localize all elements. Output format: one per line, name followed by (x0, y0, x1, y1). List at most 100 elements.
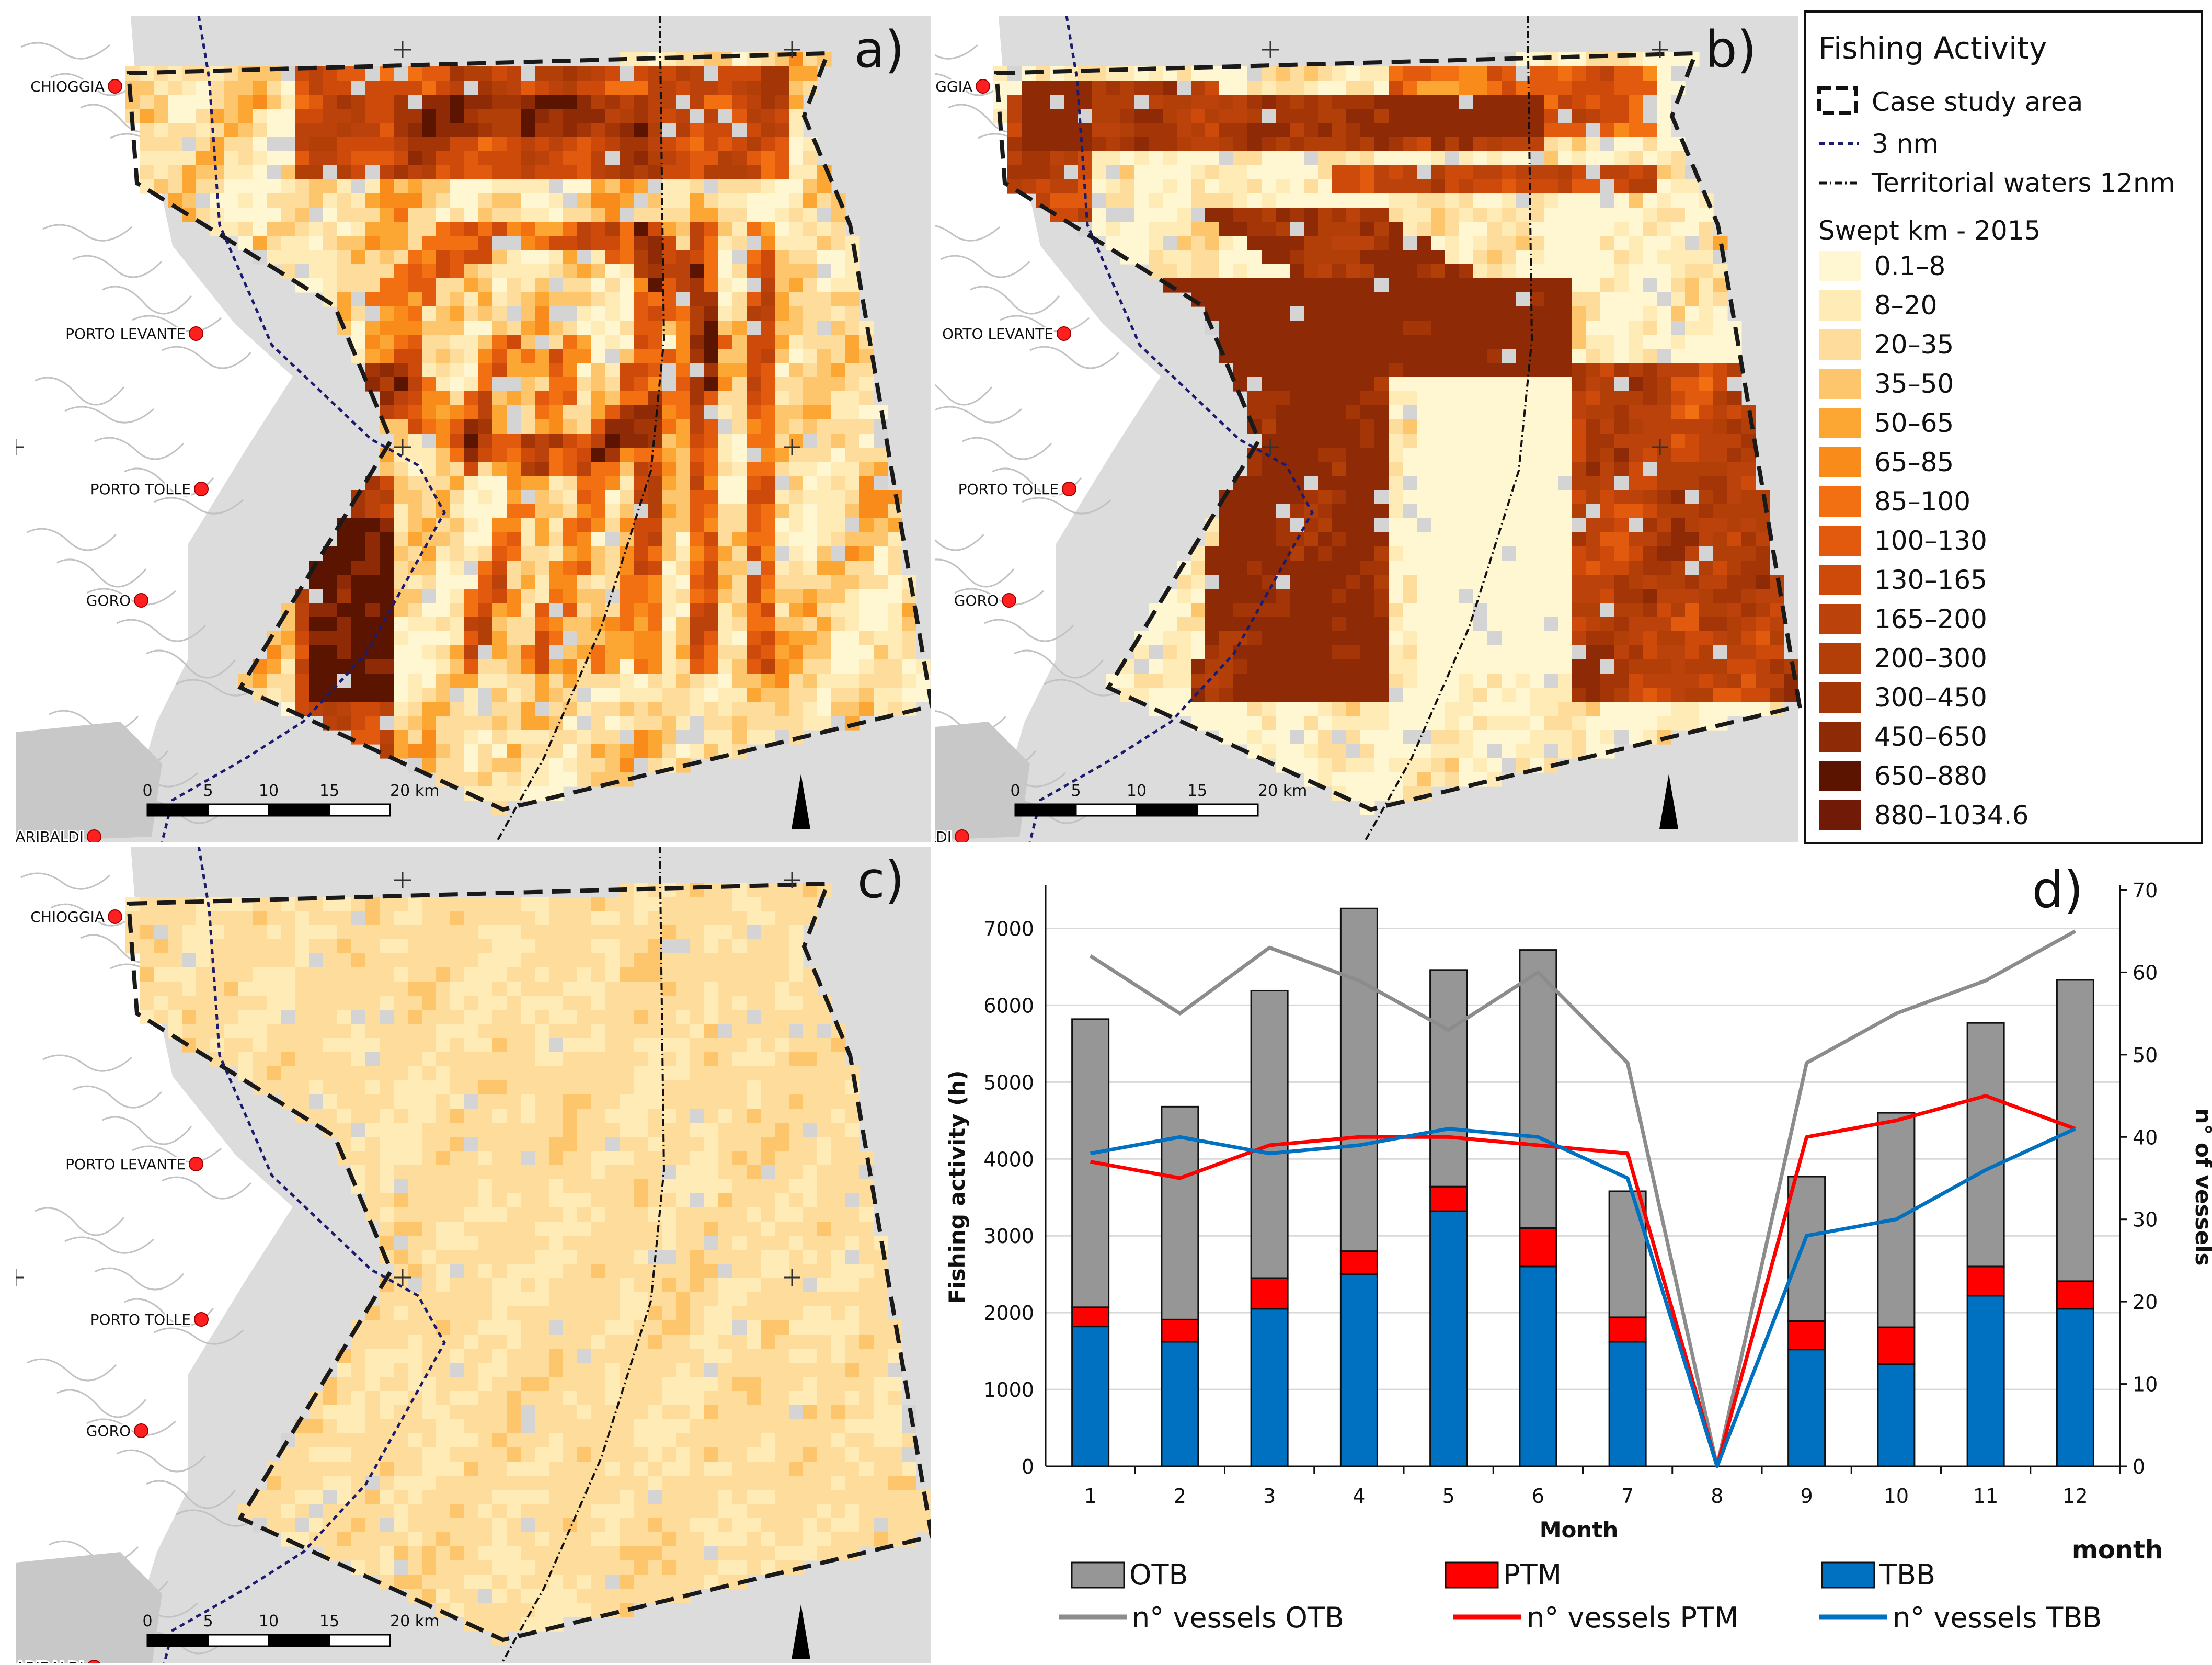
grid-cell (140, 151, 154, 166)
grid-cell (535, 476, 549, 491)
grid-cell (704, 52, 719, 67)
grid-cell (1219, 321, 1234, 335)
grid-cell (521, 95, 535, 109)
grid-cell (1332, 589, 1347, 603)
grid-cell (704, 561, 719, 575)
grid-cell (1247, 278, 1262, 293)
grid-cell (464, 448, 479, 462)
grid-cell (450, 674, 465, 688)
grid-cell (1389, 193, 1403, 208)
grid-cell (436, 716, 451, 731)
grid-cell (140, 123, 154, 138)
grid-cell (1558, 109, 1573, 123)
grid-cell (620, 363, 634, 378)
grid-cell (507, 617, 521, 632)
grid-cell (1558, 391, 1573, 406)
grid-cell (1473, 208, 1488, 222)
grid-cell (1487, 81, 1502, 95)
grid-cell (634, 1010, 648, 1024)
grid-cell (1346, 306, 1361, 321)
grid-cell (789, 1024, 804, 1039)
grid-cell (1403, 81, 1417, 95)
grid-cell (1756, 575, 1770, 589)
grid-cell (1262, 335, 1276, 349)
grid-cell (577, 109, 592, 123)
grid-cell (620, 377, 634, 392)
grid-cell (1713, 405, 1728, 420)
grid-cell (464, 81, 479, 95)
grid-cell (1219, 716, 1234, 731)
grid-cell (817, 208, 832, 222)
grid-cell (1332, 561, 1347, 575)
grid-cell (577, 702, 592, 716)
town-dot (955, 830, 969, 843)
grid-cell (535, 674, 549, 688)
grid-cell (662, 222, 677, 236)
grid-cell (690, 391, 705, 406)
grid-cell (365, 151, 380, 166)
grid-cell (478, 405, 493, 420)
grid-cell (577, 716, 592, 731)
grid-cell (1290, 349, 1304, 363)
grid-cell (1713, 546, 1728, 561)
grid-cell (1276, 377, 1290, 392)
grid-cell (478, 702, 493, 716)
grid-cell (1600, 321, 1615, 335)
grid-cell (605, 1066, 620, 1081)
grid-cell (337, 208, 352, 222)
grid-cell (1741, 674, 1756, 688)
grid-cell (1516, 532, 1530, 547)
grid-cell (1078, 208, 1093, 222)
grid-cell (1205, 109, 1220, 123)
grid-cell (1459, 193, 1474, 208)
grid-cell (1276, 476, 1290, 491)
grid-cell (1120, 137, 1135, 152)
grid-cell (704, 278, 719, 293)
grid-cell (238, 208, 253, 222)
grid-cell (1671, 448, 1686, 462)
grid-cell (803, 897, 818, 911)
grid-cell (521, 306, 535, 321)
grid-cell (747, 897, 761, 911)
grid-cell (1756, 631, 1770, 646)
grid-cell (648, 405, 662, 420)
grid-cell (281, 165, 295, 180)
grid-cell (1487, 165, 1502, 180)
grid-cell (436, 645, 451, 660)
grid-cell (1022, 165, 1036, 180)
grid-cell (1727, 631, 1742, 646)
scale-segment (1076, 804, 1137, 816)
grid-cell (1699, 405, 1714, 420)
grid-cell (1332, 109, 1347, 123)
grid-cell (761, 631, 775, 646)
grid-cell (380, 250, 394, 265)
grid-cell (408, 967, 422, 982)
grid-cell (1304, 321, 1319, 335)
grid-cell (563, 490, 578, 505)
grid-cell (492, 377, 507, 392)
grid-cell (394, 1066, 408, 1081)
grid-cell (747, 306, 761, 321)
grid-cell (1685, 476, 1700, 491)
grid-cell (1487, 236, 1502, 250)
grid-cell (478, 193, 493, 208)
grid-cell (1502, 165, 1516, 180)
grid-cell (238, 179, 253, 194)
grid-cell (492, 617, 507, 632)
grid-cell (591, 518, 606, 533)
grid-cell (831, 434, 846, 448)
grid-cell (323, 109, 338, 123)
grid-cell (563, 716, 578, 731)
grid-cell (1600, 434, 1615, 448)
grid-cell (168, 967, 182, 982)
grid-cell (775, 306, 789, 321)
grid-cell (563, 405, 578, 420)
grid-cell (224, 911, 239, 926)
grid-cell (436, 306, 451, 321)
grid-cell (704, 603, 719, 618)
grid-cell (1304, 490, 1319, 505)
grid-cell (436, 758, 451, 773)
grid-cell (1417, 575, 1431, 589)
grid-cell (1516, 179, 1530, 194)
grid-cell (337, 222, 352, 236)
